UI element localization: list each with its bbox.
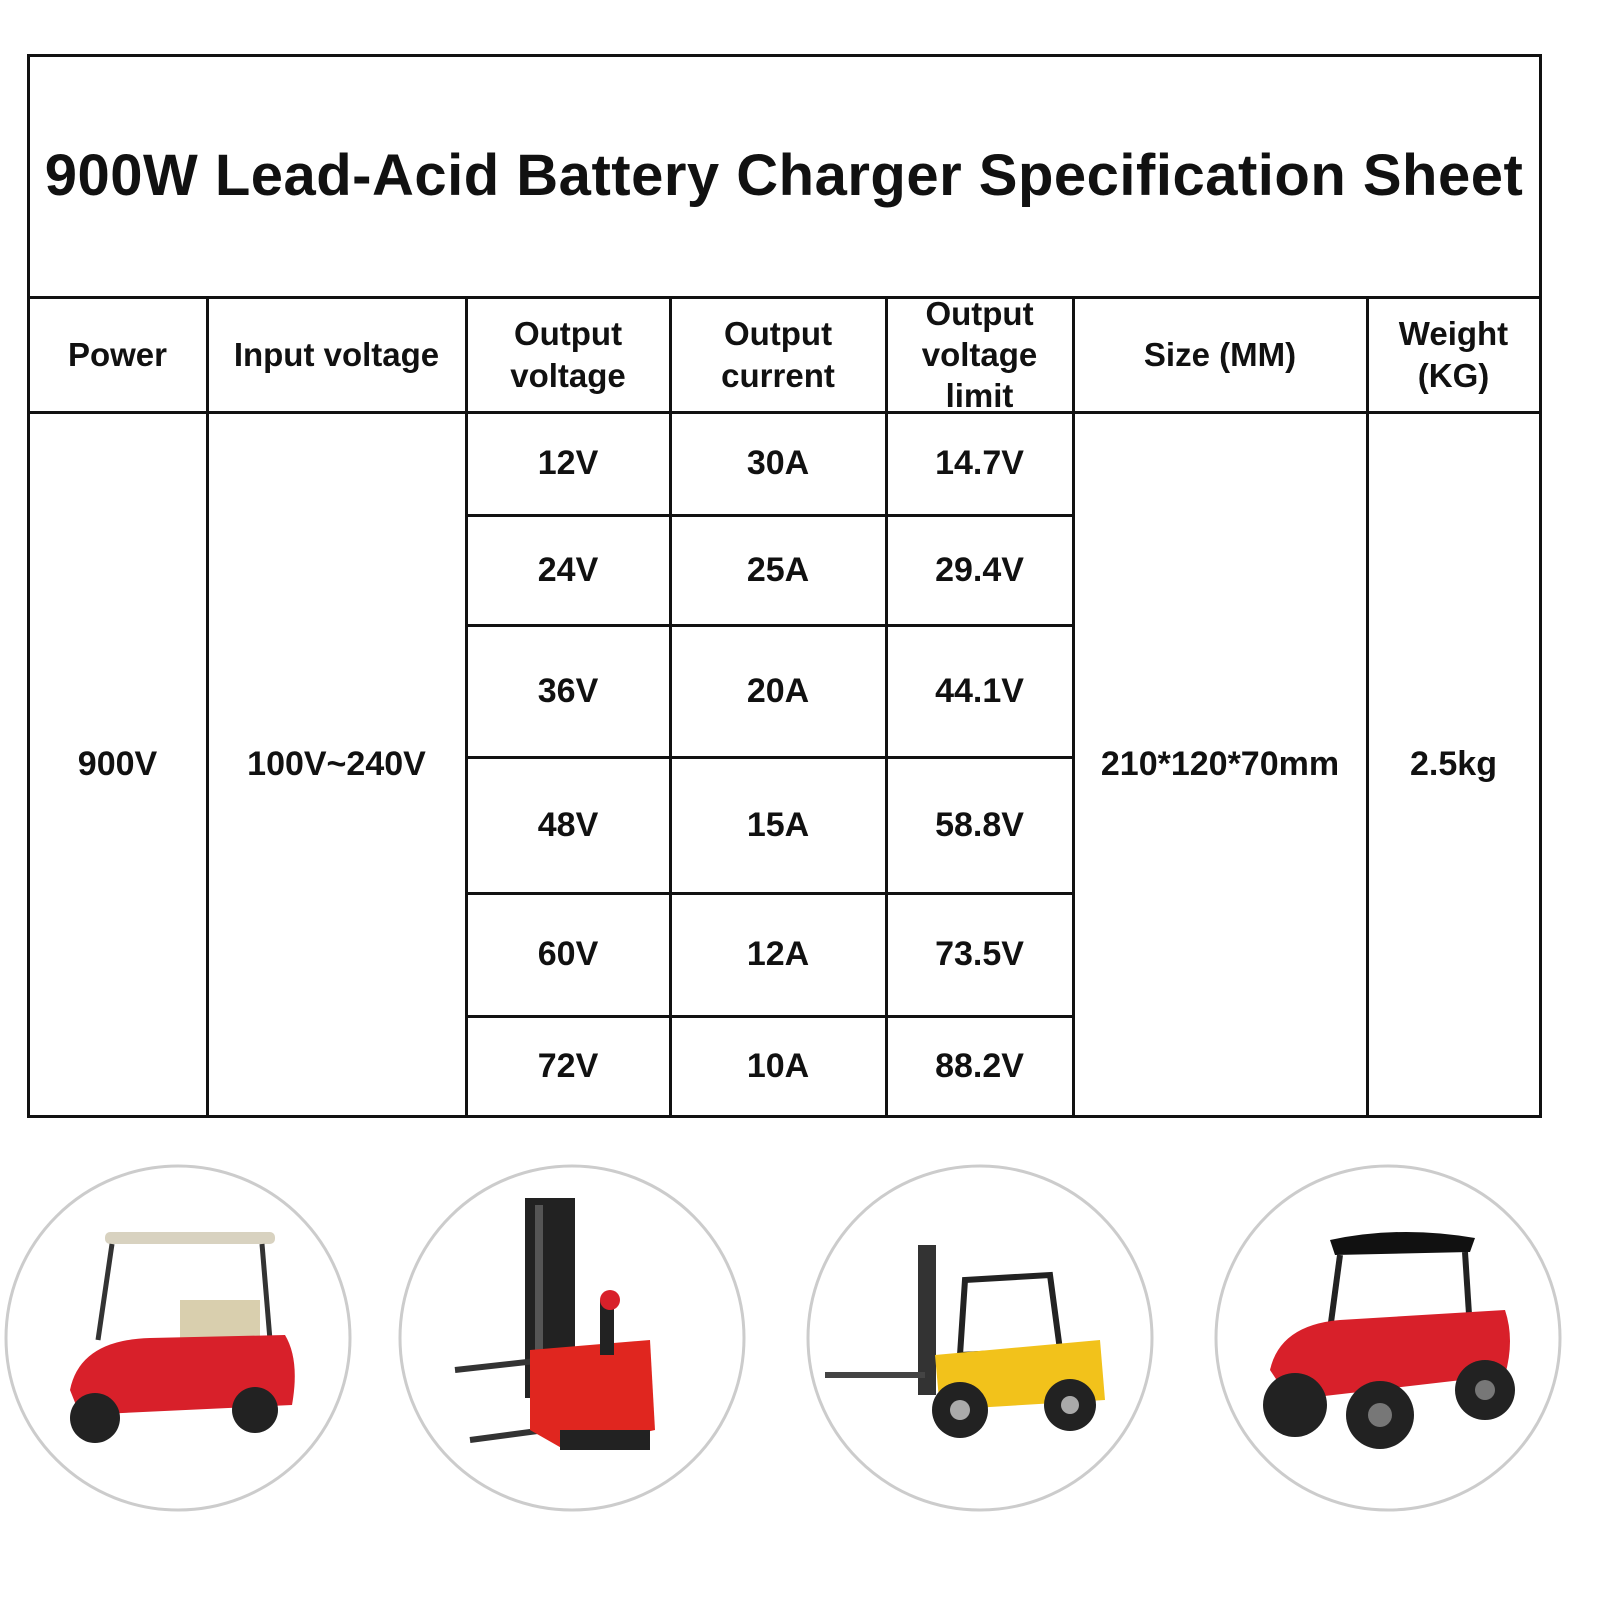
forklift-image — [825, 1245, 1105, 1438]
size-cell: 210*120*70mm — [1071, 410, 1369, 1118]
data-cell: 44.1V — [884, 623, 1075, 759]
data-cell: 58.8V — [884, 755, 1075, 895]
data-cell: 73.5V — [884, 891, 1075, 1018]
title-cell: 900W Lead-Acid Battery Charger Specifica… — [26, 53, 1542, 299]
data-cell: 25A — [668, 513, 888, 627]
data-cell: 12A — [668, 891, 888, 1018]
header-cell: Weight (KG) — [1365, 295, 1542, 414]
data-cell: 24V — [464, 513, 672, 627]
vehicle-images — [4, 1164, 1562, 1512]
header-cell: Input voltage — [205, 295, 468, 414]
data-cell: 60V — [464, 891, 672, 1018]
header-cell: Output voltage — [464, 295, 672, 414]
data-cell: 36V — [464, 623, 672, 759]
data-cell: 48V — [464, 755, 672, 895]
header-cell: Output voltage limit — [884, 295, 1075, 414]
input-voltage-cell: 100V~240V — [205, 410, 468, 1118]
header-cell: Power — [26, 295, 209, 414]
data-cell: 10A — [668, 1014, 888, 1118]
header-cell: Output current — [668, 295, 888, 414]
utv-image — [1263, 1231, 1515, 1449]
weight-cell: 2.5kg — [1365, 410, 1542, 1118]
data-cell: 29.4V — [884, 513, 1075, 627]
data-cell: 15A — [668, 755, 888, 895]
data-cell: 88.2V — [884, 1014, 1075, 1118]
header-cell: Size (MM) — [1071, 295, 1369, 414]
golf-cart-image — [70, 1232, 295, 1443]
stacker-image — [454, 1198, 655, 1450]
data-cell: 20A — [668, 623, 888, 759]
power-cell: 900V — [26, 410, 209, 1118]
data-cell: 12V — [464, 410, 672, 517]
data-cell: 72V — [464, 1014, 672, 1118]
data-cell: 30A — [668, 410, 888, 517]
data-cell: 14.7V — [884, 410, 1075, 517]
